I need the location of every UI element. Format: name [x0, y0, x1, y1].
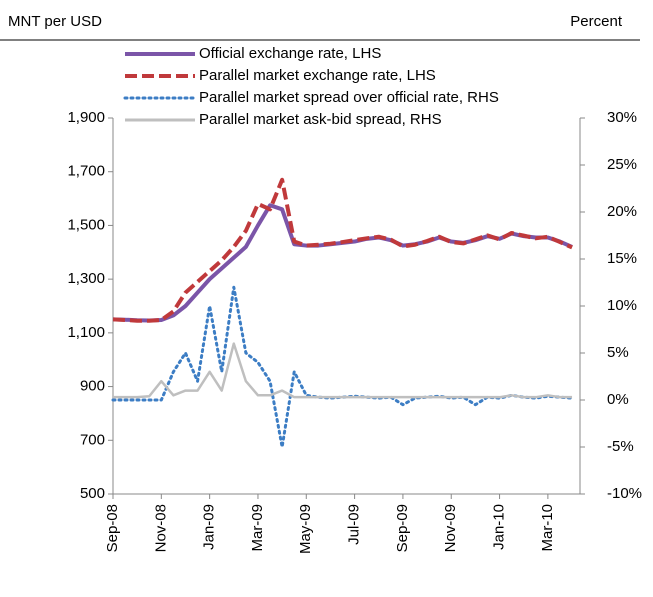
y2-tick-label: 5%	[607, 344, 629, 361]
y2-tick-label: 30%	[607, 109, 637, 126]
y-tick-label: 1,300	[67, 270, 105, 287]
x-tick-label: Sep-08	[104, 504, 121, 552]
y2-tick-label: -5%	[607, 438, 634, 455]
x-tick-label: May-09	[297, 504, 314, 554]
legend-label: Official exchange rate, LHS	[199, 45, 381, 62]
y-tick-label: 1,500	[67, 216, 105, 233]
y-tick-label: 500	[80, 485, 105, 502]
y-tick-label: 700	[80, 431, 105, 448]
x-tick-label: Nov-09	[442, 504, 459, 552]
y2-tick-label: 15%	[607, 250, 637, 267]
series-line	[112, 177, 573, 323]
y2-tick-label: -10%	[607, 485, 642, 502]
y2-tick-label: 25%	[607, 156, 637, 173]
x-tick-label: Jan-10	[491, 504, 508, 550]
y-tick-label: 1,900	[67, 109, 105, 126]
x-tick-label: Jul-09	[346, 504, 363, 545]
y-tick-label: 1,100	[67, 324, 105, 341]
x-tick-label: Nov-08	[152, 504, 169, 552]
y-tick-label: 1,700	[67, 163, 105, 180]
legend-label: Parallel market ask-bid spread, RHS	[199, 111, 442, 128]
y2-tick-label: 20%	[607, 203, 637, 220]
legend-label: Parallel market spread over official rat…	[199, 89, 499, 106]
x-tick-label: Mar-10	[539, 504, 556, 552]
y-axis-label: MNT per USD	[8, 13, 102, 30]
x-tick-label: Jan-09	[201, 504, 218, 550]
x-tick-label: Mar-09	[249, 504, 266, 552]
y2-tick-label: 0%	[607, 391, 629, 408]
y-tick-label: 900	[80, 378, 105, 395]
series-line	[112, 203, 573, 323]
x-tick-label: Sep-09	[394, 504, 411, 552]
series-line	[113, 342, 573, 399]
legend-label: Parallel market exchange rate, LHS	[199, 67, 436, 84]
y2-axis-label: Percent	[570, 13, 623, 30]
y2-tick-label: 10%	[607, 297, 637, 314]
